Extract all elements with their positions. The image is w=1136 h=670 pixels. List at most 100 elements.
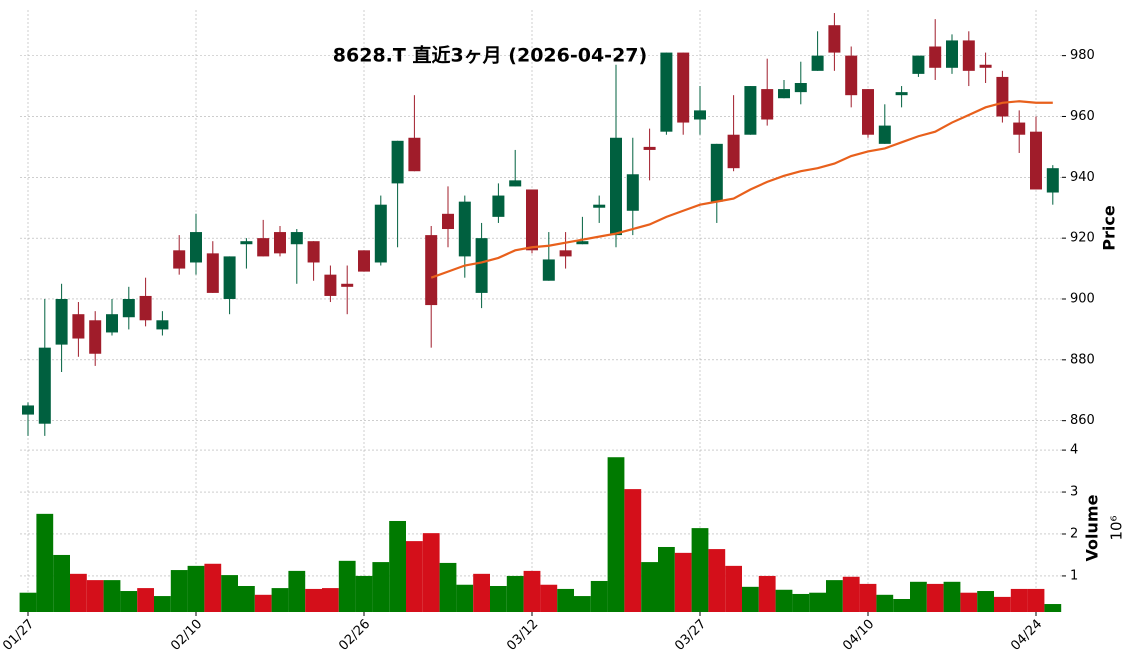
candle-body xyxy=(22,405,34,415)
candle-body xyxy=(794,83,807,93)
volume-bar xyxy=(170,570,188,612)
volume-bar xyxy=(70,573,87,612)
y2-tick-label: 2 xyxy=(1070,526,1078,541)
candle-body xyxy=(442,213,454,230)
volume-bar xyxy=(523,570,541,612)
y-tick-label: 940 xyxy=(1070,170,1095,185)
volume-bar xyxy=(742,586,759,612)
candle-body xyxy=(509,180,522,187)
candle-body xyxy=(240,241,253,245)
volume-bar xyxy=(456,584,474,612)
volume-bar xyxy=(86,580,104,612)
volume-bar xyxy=(19,592,37,612)
x-tick-label: 02/10 xyxy=(168,617,205,654)
candle-body xyxy=(425,235,438,306)
volume-bar xyxy=(1027,588,1045,612)
volume-bar xyxy=(120,591,138,612)
volume-bar xyxy=(422,533,440,612)
y2-offset-label: 10⁶ xyxy=(1108,515,1126,540)
candle-body xyxy=(660,52,673,132)
volume-bar xyxy=(53,554,70,612)
volume-bar xyxy=(372,562,390,612)
volume-bar xyxy=(305,588,322,612)
candle-body xyxy=(475,238,488,293)
chart-title: 8628.T 直近3ヶ月 (2026-04-27) xyxy=(333,44,647,67)
volume-bar xyxy=(288,570,306,612)
volume-bar xyxy=(876,594,894,612)
candle-body xyxy=(408,137,421,172)
candle-body xyxy=(89,320,102,354)
volume-bar xyxy=(960,592,978,612)
candle-body xyxy=(458,201,471,257)
candle-body xyxy=(55,298,68,345)
volume-bar xyxy=(977,591,994,612)
candle-body xyxy=(173,250,186,269)
volume-bar xyxy=(557,588,574,612)
volume-bar xyxy=(322,588,339,612)
candle-body xyxy=(341,283,354,287)
volume-bar xyxy=(389,520,406,612)
volume-bar xyxy=(725,565,742,612)
volume-bar xyxy=(674,552,692,612)
candle-body xyxy=(626,174,639,211)
volume-bar xyxy=(490,585,507,612)
volume-bar xyxy=(691,528,709,612)
candle-body xyxy=(492,195,505,217)
volume-bar xyxy=(893,598,910,612)
volume-bar xyxy=(338,560,356,612)
volume-bar xyxy=(926,583,944,612)
candle-body xyxy=(979,64,992,68)
candle-body xyxy=(374,204,387,263)
candle-body xyxy=(1046,168,1059,193)
volume-bar xyxy=(238,585,255,612)
y-tick-label: 980 xyxy=(1070,48,1095,63)
candle-body xyxy=(106,314,118,333)
volume-bar xyxy=(506,575,524,612)
candle-body xyxy=(223,256,236,299)
candle-body xyxy=(946,40,958,68)
moving-average xyxy=(430,100,1053,279)
candle-body xyxy=(1013,122,1026,135)
y-tick-label: 920 xyxy=(1070,231,1095,246)
candle-body xyxy=(778,89,790,99)
candle-body xyxy=(878,125,891,144)
candle-body xyxy=(643,146,656,150)
candle-body xyxy=(526,189,538,251)
candle-body xyxy=(38,347,51,424)
candle-body xyxy=(358,250,370,272)
candle-body xyxy=(139,295,152,321)
volume-bar xyxy=(137,588,154,612)
candle-body xyxy=(290,232,303,245)
candle-body xyxy=(190,232,202,263)
volume-bar xyxy=(154,596,171,612)
candle-body xyxy=(274,232,286,254)
candle-body xyxy=(727,134,740,169)
candle-body xyxy=(206,253,219,293)
y2-tick-label: 1 xyxy=(1070,568,1078,583)
candle-body xyxy=(122,298,135,318)
x-tick-label: 02/26 xyxy=(336,617,373,654)
volume-bar xyxy=(574,596,591,612)
volume-bar xyxy=(1010,588,1028,612)
candle-body xyxy=(845,55,858,96)
y-tick-label: 900 xyxy=(1070,291,1095,306)
x-tick-label: 04/10 xyxy=(840,617,877,654)
volume-bar xyxy=(439,562,457,612)
volume-bar xyxy=(775,589,793,612)
candle-body xyxy=(559,250,572,257)
volume-bar xyxy=(187,565,205,612)
candle-body xyxy=(576,241,589,245)
candle-body xyxy=(895,92,908,96)
candle-body xyxy=(962,40,975,71)
candle-body xyxy=(862,89,874,135)
candle-body xyxy=(912,55,925,74)
y-axis-label: Price xyxy=(1100,205,1119,251)
y2-tick-label: 4 xyxy=(1070,443,1078,458)
candle-body xyxy=(1030,131,1042,190)
candle-body xyxy=(257,238,270,257)
x-tick-label: 04/24 xyxy=(1008,617,1045,654)
volume-bar xyxy=(826,580,843,612)
volume-bar xyxy=(859,583,877,612)
volume-bar xyxy=(910,581,927,612)
